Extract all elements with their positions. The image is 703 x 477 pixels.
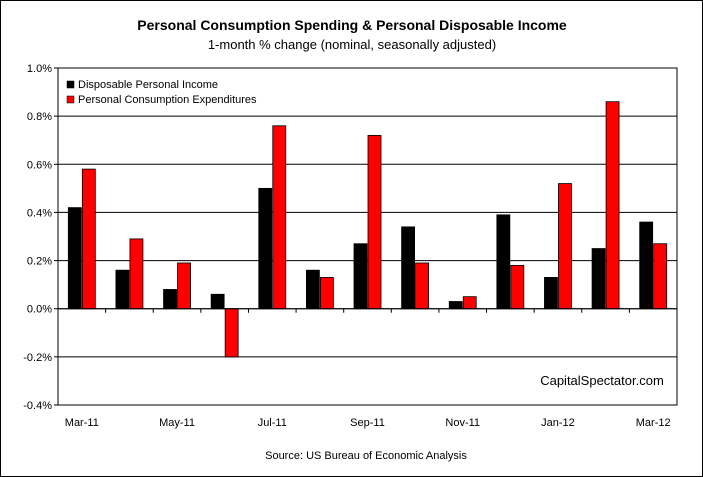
x-tick-label: Mar-11: [65, 417, 99, 429]
bar-income-Jun-11: [210, 293, 225, 310]
watermark: CapitalSpectator.com: [540, 373, 664, 388]
bar-income-Mar-12: [639, 221, 654, 310]
x-tick-label: Sep-11: [350, 417, 385, 429]
bar-income-Apr-11: [115, 269, 130, 310]
bar-consumption-Apr-11: [129, 238, 144, 310]
bar-consumption-Jun-11: [224, 308, 239, 358]
bar-consumption-Aug-11: [319, 277, 334, 310]
bar-income-Mar-11: [67, 207, 82, 310]
bar-consumption-Jan-12: [558, 183, 572, 310]
bar-consumption-Mar-12: [653, 243, 668, 310]
legend-box: [62, 75, 274, 110]
y-tick-label: 0.0%: [27, 304, 52, 316]
x-tick-label: Mar-12: [636, 417, 671, 429]
legend-label-income: Disposable Personal Income: [78, 79, 218, 91]
gridlines: [58, 67, 677, 406]
bar-consumption-Feb-12: [605, 101, 620, 310]
bar-income-Jan-12: [544, 277, 558, 310]
y-tick-label: 0.4%: [27, 207, 52, 219]
bar-consumption-Sep-11: [367, 134, 382, 310]
bar-income-Sep-11: [353, 243, 368, 310]
bar-consumption-Mar-11: [81, 168, 96, 310]
y-tick-label: -0.4%: [23, 400, 52, 412]
bar-consumption-May-11: [177, 262, 191, 310]
bar-consumption-Oct-11: [415, 262, 430, 310]
legend: Disposable Personal Income Personal Cons…: [62, 75, 274, 110]
bar-income-Dec-11: [496, 214, 511, 310]
bar-income-Nov-11: [448, 301, 463, 310]
bar-income-May-11: [163, 289, 177, 310]
x-tick-label: May-11: [159, 417, 195, 429]
bar-consumption-Jul-11: [272, 125, 287, 310]
plot-area: [57, 67, 678, 406]
bar-income-Jul-11: [258, 187, 273, 310]
y-tick-label: 0.2%: [27, 256, 52, 268]
bar-consumption-Dec-11: [510, 264, 525, 310]
legend-swatch-income: [66, 80, 75, 89]
chart-subtitle: 1-month % change (nominal, seasonally ad…: [208, 37, 496, 52]
y-tick-label: -0.2%: [23, 352, 52, 364]
x-tick-label: Jan-12: [541, 417, 575, 429]
bar-income-Aug-11: [305, 269, 320, 310]
x-axis-ticks: Mar-11 May-11 Jul-11 Sep-11 Nov-11 Jan-12 Mar-…: [57, 308, 678, 429]
bars: [67, 101, 668, 358]
bar-income-Feb-12: [591, 248, 606, 310]
legend-label-consumption: Personal Consumption Expenditures: [78, 94, 257, 106]
bar-income-Oct-11: [401, 226, 416, 310]
bar-consumption-Nov-11: [462, 296, 477, 310]
y-tick-label: 0.6%: [27, 159, 52, 171]
y-axis-ticks: 1.0% 0.8% 0.6% 0.4% 0.2% 0.0% -0.2% -0.4%: [23, 63, 58, 412]
y-tick-label: 0.8%: [27, 111, 52, 123]
source-note: Source: US Bureau of Economic Analysis: [265, 450, 467, 462]
x-tick-label: Nov-11: [445, 417, 480, 429]
y-tick-label: 1.0%: [27, 63, 52, 75]
legend-swatch-consumption: [66, 95, 75, 104]
x-tick-label: Jul-11: [258, 417, 287, 429]
chart-title: Personal Consumption Spending & Personal…: [137, 17, 567, 33]
